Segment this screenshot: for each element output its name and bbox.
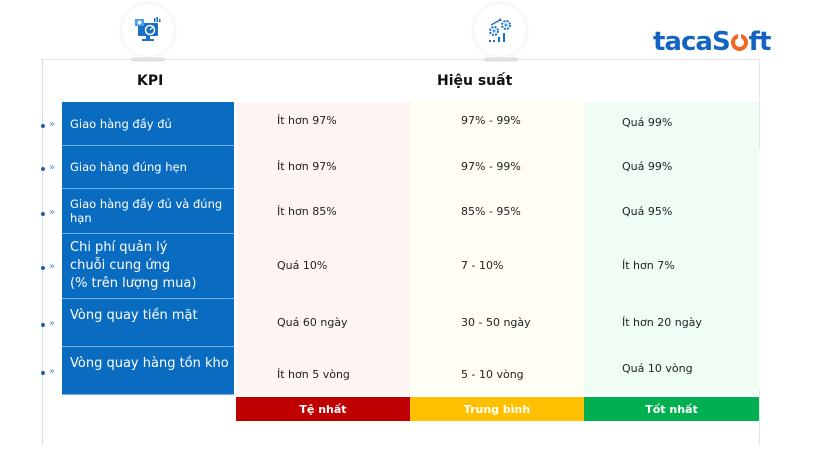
performance-header: Hiệu suất — [437, 73, 513, 89]
kpi-label: Vòng quay tiền mặt — [70, 308, 198, 323]
worst-value: Quá 60 ngày — [277, 316, 348, 329]
worst-value: Ít hơn 97% — [277, 160, 337, 173]
kpi-label: Giao hàng đúng hẹn — [70, 160, 187, 174]
row-bullet-icon — [41, 266, 45, 270]
kpi-cell-full-delivery: Giao hàng đầy đủ — [62, 102, 234, 146]
average-value: 97% - 99% — [461, 160, 521, 173]
kpi-label: Giao hàng đầy đủ — [70, 116, 172, 131]
performance-icon-badge — [474, 4, 526, 56]
double-chevron-icon: » — [49, 119, 55, 130]
legend-best: Tốt nhất — [584, 397, 759, 421]
kpi-label: Chi phí quản lý chuỗi cung ứng (% trên l… — [70, 239, 196, 293]
logo-text-s: S — [711, 27, 731, 57]
logo-text-ft: ft — [748, 27, 772, 57]
kpi-label: Vòng quay hàng tồn kho — [70, 356, 229, 371]
double-chevron-icon: » — [49, 366, 55, 377]
kpi-label-line: chuỗi cung ứng — [70, 258, 171, 273]
kpi-cell-inventory-turnover: Vòng quay hàng tồn kho — [62, 347, 234, 395]
best-value: Quá 10 vòng — [622, 362, 693, 375]
row-bullet-icon — [41, 212, 45, 216]
average-value: 5 - 10 vòng — [461, 368, 524, 381]
average-value: 85% - 95% — [461, 205, 521, 218]
kpi-label: Giao hàng đầy đủ và đúng hạn — [70, 197, 223, 225]
logo-text-taca: taca — [653, 27, 713, 57]
row-bullet-icon — [41, 323, 45, 327]
double-chevron-icon: » — [49, 207, 55, 218]
best-value: Quá 95% — [622, 205, 673, 218]
kpi-icon-badge — [122, 4, 174, 56]
row-bullet-icon — [41, 124, 45, 128]
best-value: Quá 99% — [622, 116, 673, 129]
legend-label: Tốt nhất — [645, 402, 698, 416]
worst-column-bg — [236, 102, 410, 395]
monitor-analytics-icon — [135, 17, 161, 41]
row-bullet-icon — [41, 167, 45, 171]
double-chevron-icon: » — [49, 162, 55, 173]
worst-value: Ít hơn 97% — [277, 114, 337, 127]
gears-growth-chart-icon — [489, 18, 511, 42]
kpi-label-line: Chi phí quản lý — [70, 240, 168, 255]
best-value: Quá 99% — [622, 160, 673, 173]
worst-value: Ít hơn 5 vòng — [277, 368, 350, 381]
best-value: Ít hơn 7% — [622, 259, 675, 272]
logo-o-power-icon — [730, 33, 748, 51]
legend-worst: Tệ nhất — [236, 397, 410, 421]
kpi-cell-full-on-time-delivery: Giao hàng đầy đủ và đúng hạn — [62, 189, 234, 234]
kpi-header: KPI — [137, 73, 164, 89]
double-chevron-icon: » — [49, 261, 55, 272]
kpi-cell-cash-turnover: Vòng quay tiền mặt — [62, 299, 234, 347]
average-column-bg — [410, 102, 584, 395]
worst-value: Ít hơn 85% — [277, 205, 337, 218]
worst-value: Quá 10% — [277, 259, 328, 272]
average-value: 30 - 50 ngày — [461, 316, 531, 329]
average-value: 7 - 10% — [461, 259, 504, 272]
legend-label: Tệ nhất — [299, 402, 347, 416]
legend-label: Trung bình — [463, 402, 531, 416]
average-value: 97% - 99% — [461, 114, 521, 127]
row-bullet-icon — [41, 371, 45, 375]
card-edge-fade — [759, 150, 760, 390]
legend-average: Trung bình — [410, 397, 584, 421]
kpi-cell-on-time-delivery: Giao hàng đúng hẹn — [62, 146, 234, 189]
tacasoft-logo: tacaS ft — [653, 25, 772, 59]
best-value: Ít hơn 20 ngày — [622, 316, 702, 329]
kpi-cell-supply-chain-cost: Chi phí quản lý chuỗi cung ứng (% trên l… — [62, 234, 234, 299]
kpi-label-line: (% trên lượng mua) — [70, 276, 197, 291]
double-chevron-icon: » — [49, 318, 55, 329]
best-column-bg — [584, 102, 759, 395]
